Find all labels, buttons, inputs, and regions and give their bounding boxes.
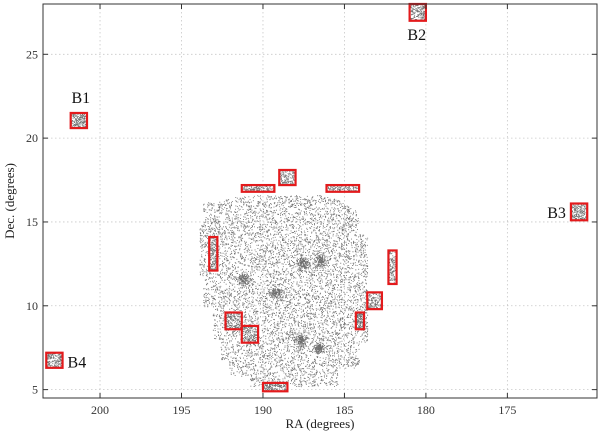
background-region-box-b4	[45, 351, 64, 369]
region-label-b1: B1	[72, 90, 91, 107]
boundary-region-box	[278, 168, 297, 187]
boundary-region-box	[261, 381, 289, 393]
plot-frame	[42, 3, 598, 399]
y-tick-label: 5	[32, 383, 38, 397]
point-cloud	[46, 4, 589, 392]
x-tick-label: 175	[498, 403, 516, 417]
axis-ticks: 200 195 190 185 180 175 5 10 15 20 25	[26, 4, 597, 417]
background-region-box-b1	[69, 111, 89, 130]
x-tick-label: 200	[91, 403, 109, 417]
x-tick-label: 185	[335, 403, 353, 417]
x-axis-label: RA (degrees)	[286, 416, 355, 431]
y-tick-label: 20	[26, 131, 38, 145]
boundary-region-box	[354, 311, 366, 331]
region-label-b4: B4	[68, 354, 87, 371]
boundary-region-box	[387, 249, 398, 286]
y-tick-label: 25	[26, 47, 38, 61]
boundary-region-box	[208, 235, 219, 272]
boundary-region-box	[240, 324, 260, 344]
boundary-region-box	[224, 311, 243, 331]
boundary-region-box	[325, 183, 361, 193]
region-label-b2: B2	[407, 27, 426, 44]
y-axis-label: Dec. (degrees)	[2, 163, 17, 239]
y-tick-label: 10	[26, 299, 38, 313]
boundary-region-box	[240, 183, 276, 193]
background-region-box-b3	[569, 202, 589, 222]
region-label-b3: B3	[547, 205, 566, 222]
x-tick-label: 190	[254, 403, 272, 417]
field-points	[46, 4, 589, 392]
y-tick-label: 15	[26, 215, 38, 229]
boundary-region-box	[366, 291, 384, 311]
x-tick-label: 195	[173, 403, 191, 417]
x-tick-label: 180	[417, 403, 435, 417]
